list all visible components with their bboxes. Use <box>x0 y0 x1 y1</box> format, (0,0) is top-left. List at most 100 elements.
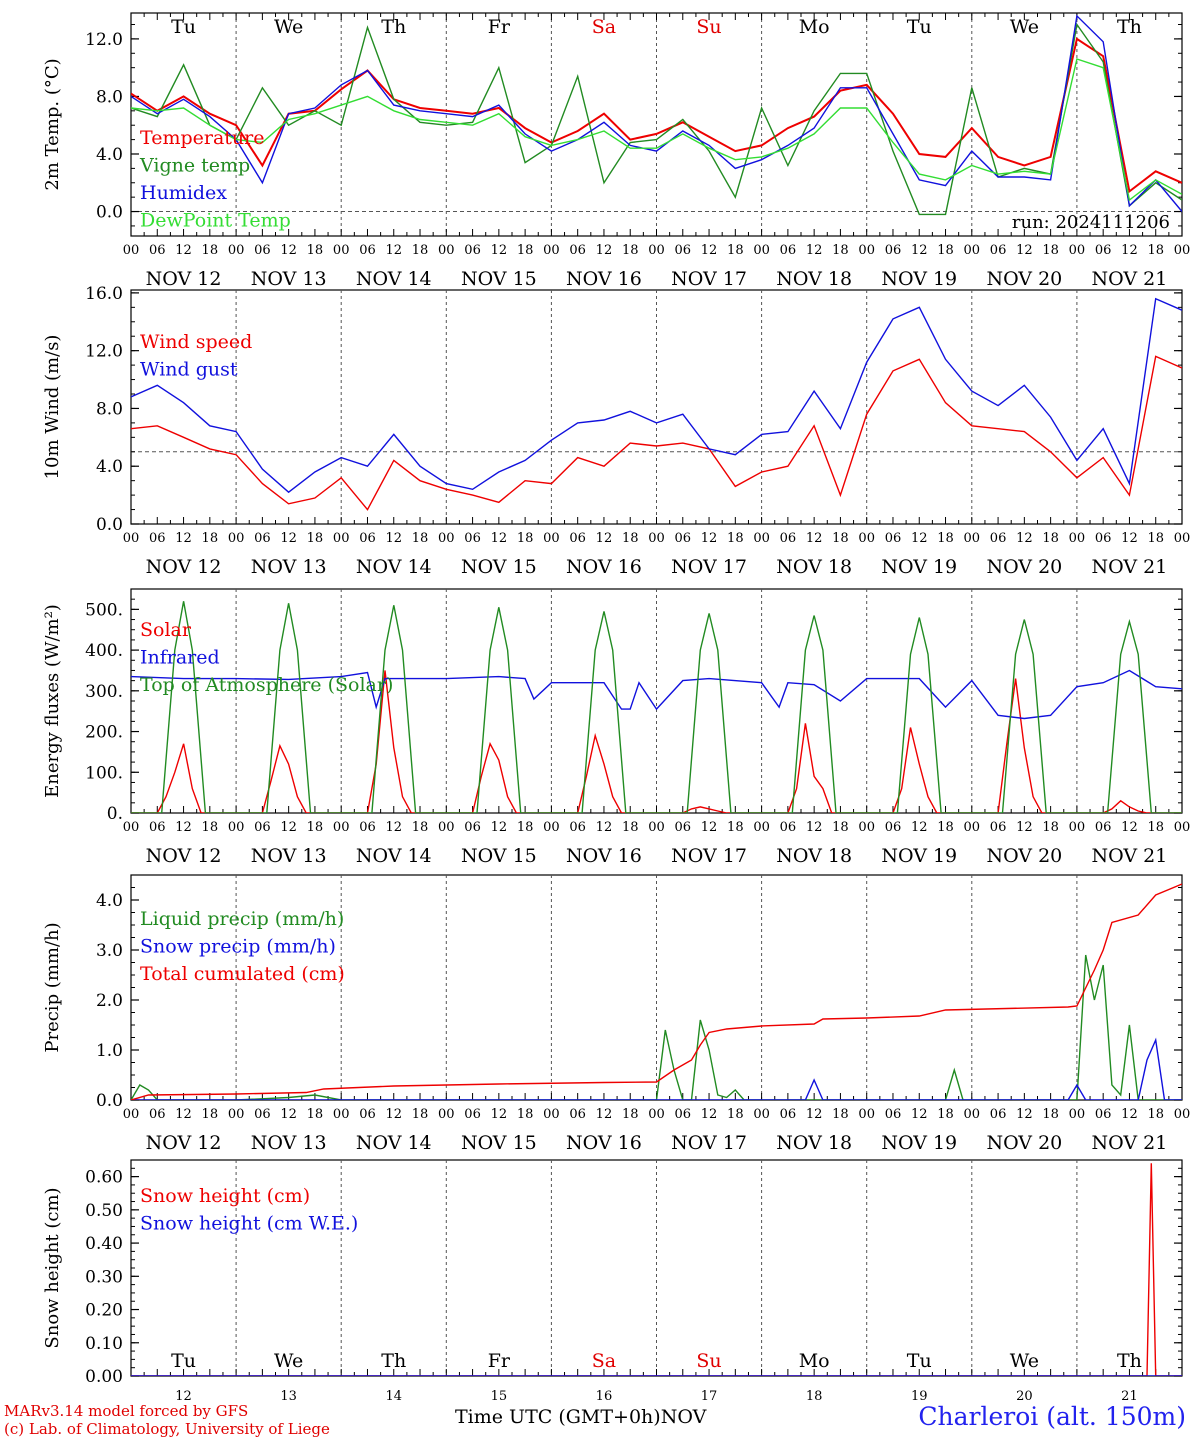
y-tick-label: 0.50 <box>85 1201 123 1221</box>
hour-tick-label: 18 <box>832 531 849 546</box>
hour-tick-label: 18 <box>832 1107 849 1122</box>
hour-tick-label: 12 <box>806 531 823 546</box>
hour-tick-label: 00 <box>648 531 665 546</box>
hour-tick-label: 06 <box>1095 820 1112 835</box>
y-tick-label: 100. <box>85 763 123 783</box>
day-label: NOV 13 <box>251 1132 327 1154</box>
hour-tick-label: 12 <box>175 1107 192 1122</box>
y-tick-label: 3.0 <box>96 941 123 961</box>
series-line-2 <box>131 669 1182 720</box>
hour-tick-label: 12 <box>385 531 402 546</box>
y-axis-label: 10m Wind (m/s) <box>42 335 63 480</box>
hour-tick-label: 06 <box>885 820 902 835</box>
hour-tick-label: 06 <box>569 820 586 835</box>
hour-tick-label: 12 <box>280 531 297 546</box>
hour-tick-label: 06 <box>569 1107 586 1122</box>
hour-tick-label: 06 <box>464 1107 481 1122</box>
weekday-label: Mo <box>799 1350 830 1372</box>
day-label: NOV 12 <box>146 556 222 578</box>
hour-tick-label: 12 <box>491 531 508 546</box>
hour-tick-label: 18 <box>1042 1107 1059 1122</box>
day-label: NOV 13 <box>251 556 327 578</box>
hour-tick-label: 12 <box>1016 1107 1033 1122</box>
hour-tick-label: 00 <box>858 820 875 835</box>
hour-tick-label: 00 <box>964 243 981 258</box>
legend-entry: Wind gust <box>140 359 238 381</box>
y-tick-label: 0.30 <box>85 1267 123 1287</box>
y-axis-label: Energy fluxes (W/m²) <box>42 604 63 798</box>
hour-tick-label: 18 <box>937 531 954 546</box>
hour-tick-label: 12 <box>701 820 718 835</box>
hour-tick-label: 18 <box>1042 820 1059 835</box>
hour-tick-label: 00 <box>964 820 981 835</box>
day-label: NOV 21 <box>1092 845 1168 867</box>
panel-2: 0.0 4.0 8.0 12.0 16.0 10m Wind (m/s) Wind spee… <box>42 284 1190 578</box>
hour-tick-label: 00 <box>1069 820 1086 835</box>
hour-tick-label: 18 <box>517 1107 534 1122</box>
day-label: NOV 15 <box>461 1132 537 1154</box>
weekday-label: Tu <box>907 16 932 38</box>
hour-tick-label: 18 <box>412 243 429 258</box>
day-number-label: 18 <box>806 1389 823 1404</box>
legend-entry: Top of Atmosphere (Solar) <box>140 674 393 696</box>
hour-tick-label: 00 <box>333 243 350 258</box>
model-credit: MARv3.14 model forced by GFS <box>4 1402 249 1420</box>
series-line-1 <box>131 1163 1182 1376</box>
y-tick-label: 0.0 <box>96 203 123 223</box>
hour-tick-label: 18 <box>727 243 744 258</box>
hour-tick-label: 00 <box>438 1107 455 1122</box>
y-tick-label: 16.0 <box>85 284 123 304</box>
weekday-label: Sa <box>592 16 616 38</box>
hour-tick-label: 00 <box>543 820 560 835</box>
y-tick-label: 0.40 <box>85 1234 123 1254</box>
day-label: NOV 13 <box>251 268 327 290</box>
hour-tick-label: 00 <box>543 531 560 546</box>
day-label: NOV 15 <box>461 268 537 290</box>
weekday-label: Th <box>381 16 406 38</box>
weekday-label: We <box>274 16 303 38</box>
day-label: NOV 12 <box>146 1132 222 1154</box>
hour-tick-label: 06 <box>254 243 271 258</box>
series-line-2 <box>131 1037 1182 1100</box>
hour-tick-label: 06 <box>149 820 166 835</box>
hour-tick-label: 12 <box>1016 531 1033 546</box>
hour-tick-label: 00 <box>123 820 140 835</box>
legend-entry: Snow height (cm W.E.) <box>140 1213 358 1235</box>
hour-tick-label: 06 <box>780 243 797 258</box>
hour-tick-label: 18 <box>832 243 849 258</box>
hour-tick-label: 12 <box>911 243 928 258</box>
y-tick-label: 0.0 <box>96 515 123 535</box>
hour-tick-label: 12 <box>1016 243 1033 258</box>
day-number-label: 13 <box>280 1389 297 1404</box>
hour-tick-label: 06 <box>990 531 1007 546</box>
panel-3: 0. 100. 200. 300. 400. 500. Energy fluxes (W/m… <box>42 588 1190 867</box>
y-tick-label: 4.0 <box>96 145 123 165</box>
hour-tick-label: 18 <box>622 1107 639 1122</box>
hour-tick-label: 00 <box>1069 243 1086 258</box>
hour-tick-label: 18 <box>1147 820 1164 835</box>
time-axis-label: Time UTC (GMT+0h)NOV <box>455 1406 706 1428</box>
hour-tick-label: 18 <box>412 820 429 835</box>
hour-tick-label: 18 <box>1147 243 1164 258</box>
hour-tick-label: 06 <box>990 243 1007 258</box>
hour-tick-label: 00 <box>858 243 875 258</box>
hour-tick-label: 12 <box>701 531 718 546</box>
hour-tick-label: 06 <box>780 1107 797 1122</box>
station-label: Charleroi (alt. 150m) <box>918 1402 1186 1431</box>
hour-tick-label: 00 <box>228 531 245 546</box>
day-label: NOV 21 <box>1092 268 1168 290</box>
hour-tick-label: 12 <box>1121 243 1138 258</box>
weekday-label: Tu <box>171 1350 196 1372</box>
hour-tick-label: 00 <box>1069 531 1086 546</box>
hour-tick-label: 12 <box>911 820 928 835</box>
weekday-label: Tu <box>171 16 196 38</box>
hour-tick-label: 06 <box>149 531 166 546</box>
hour-tick-label: 12 <box>806 1107 823 1122</box>
day-label: NOV 20 <box>986 556 1062 578</box>
day-number-label: 15 <box>491 1389 508 1404</box>
hour-tick-label: 00 <box>228 820 245 835</box>
hour-tick-label: 18 <box>937 820 954 835</box>
hour-tick-label: 00 <box>123 1107 140 1122</box>
series-line-1 <box>131 37 1182 194</box>
hour-tick-label: 12 <box>385 243 402 258</box>
